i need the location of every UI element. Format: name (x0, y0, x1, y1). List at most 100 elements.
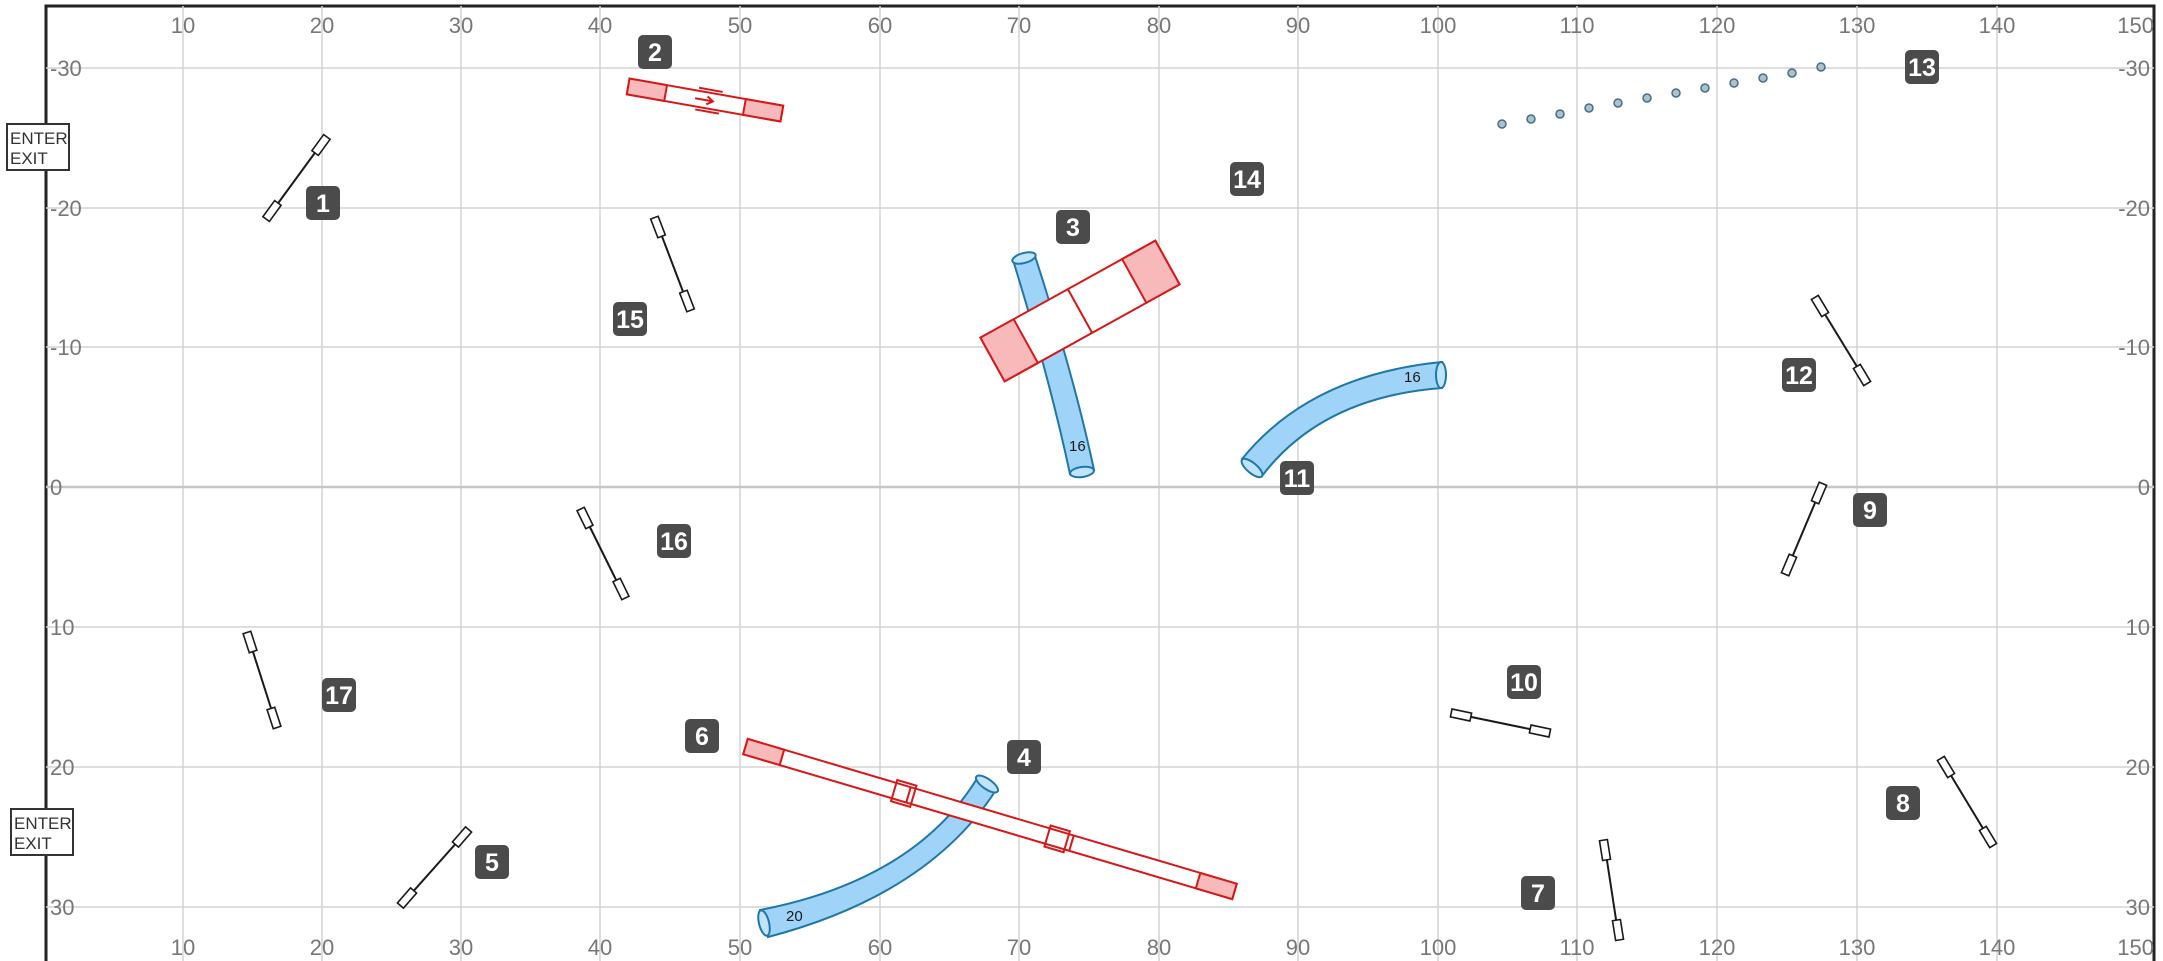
x-tick-label: 80 (1147, 13, 1171, 38)
number-marker: 17 (322, 678, 356, 712)
y-tick-label: -20 (2118, 196, 2150, 221)
number-marker: 6 (685, 719, 719, 753)
svg-text:7: 7 (1531, 880, 1545, 908)
y-tick-label: -20 (50, 196, 82, 221)
y-tick-label: -10 (50, 335, 82, 360)
svg-text:11: 11 (1284, 465, 1311, 493)
svg-text:3: 3 (1066, 214, 1080, 242)
svg-text:12: 12 (1785, 362, 1813, 390)
svg-text:14: 14 (1233, 166, 1261, 194)
x-tick-label: 60 (868, 13, 892, 38)
number-marker: 1 (306, 186, 340, 220)
number-marker: 14 (1230, 162, 1264, 196)
svg-text:4: 4 (1017, 744, 1031, 772)
x-tick-label: 150 (2117, 13, 2154, 38)
x-tick-label: 50 (728, 13, 752, 38)
x-tick-label: 100 (1420, 13, 1457, 38)
horizontal-grid (46, 67, 2154, 908)
jump-15 (649, 215, 696, 313)
jump-1 (261, 133, 332, 223)
svg-text:2: 2 (648, 39, 662, 67)
y-tick-label: 10 (2126, 615, 2150, 640)
x-tick-label: 30 (449, 13, 473, 38)
x-axis-bottom: 10 20 30 40 50 60 70 80 90 100 110 120 1… (171, 935, 2154, 960)
svg-text:16: 16 (660, 528, 688, 556)
number-marker: 15 (613, 302, 647, 336)
y-axis-right: -30 -20 -10 0 10 20 30 (2118, 56, 2150, 920)
svg-text:1: 1 (316, 190, 330, 218)
x-tick-label: 40 (588, 13, 612, 38)
x-tick-label: 110 (1559, 13, 1594, 38)
x-tick-label: 110 (1559, 935, 1594, 960)
seesaw-2 (625, 77, 785, 123)
enter-label: ENTER (14, 814, 72, 833)
y-tick-label: -30 (2118, 56, 2150, 81)
x-tick-label: 140 (1979, 935, 2016, 960)
number-marker: 4 (1007, 740, 1041, 774)
x-tick-label: 20 (310, 935, 334, 960)
svg-text:10: 10 (1510, 669, 1538, 697)
number-marker: 5 (475, 845, 509, 879)
jump-8 (1936, 755, 1998, 849)
tunnel-length-label: 20 (786, 908, 803, 925)
dog-walk-6 (741, 737, 1239, 901)
y-axis-left: -30 -20 -10 0 10 20 30 (50, 56, 82, 920)
jump-7 (1598, 838, 1625, 942)
number-marker: 3 (1056, 210, 1090, 244)
y-tick-label: 20 (2126, 755, 2150, 780)
svg-text:15: 15 (616, 306, 644, 334)
a-frame-3 (979, 239, 1181, 383)
jump-12 (1810, 294, 1872, 387)
tunnel-curved-4: 20 (757, 774, 1000, 939)
x-tick-label: 120 (1699, 13, 1736, 38)
svg-text:13: 13 (1908, 54, 1936, 82)
jump-16 (575, 506, 631, 601)
number-marker: 8 (1886, 786, 1920, 820)
svg-text:9: 9 (1863, 497, 1877, 525)
enter-exit-box-top: ENTER EXIT (6, 123, 70, 171)
x-tick-label: 40 (588, 935, 612, 960)
exit-label: EXIT (10, 149, 48, 168)
y-tick-label: 30 (2126, 895, 2150, 920)
x-tick-label: 20 (310, 13, 334, 38)
x-tick-label: 140 (1979, 13, 2016, 38)
number-marker: 11 (1280, 461, 1314, 495)
number-marker: 2 (638, 35, 672, 69)
number-marker: 13 (1905, 50, 1939, 84)
exit-label: EXIT (14, 834, 52, 853)
x-tick-label: 10 (171, 13, 195, 38)
svg-text:17: 17 (325, 682, 353, 710)
jump-17 (242, 630, 282, 730)
vertical-grid (182, 6, 1998, 961)
x-tick-label: 100 (1420, 935, 1457, 960)
x-tick-label: 70 (1007, 935, 1031, 960)
jump-9 (1780, 481, 1828, 577)
x-tick-label: 70 (1007, 13, 1031, 38)
svg-text:8: 8 (1896, 790, 1910, 818)
number-marker: 9 (1853, 493, 1887, 527)
x-tick-label: 90 (1286, 13, 1310, 38)
x-tick-label: 30 (449, 935, 473, 960)
weave-poles-13 (1497, 62, 1826, 129)
jump-5 (396, 825, 473, 910)
number-marker: 16 (657, 524, 691, 558)
x-tick-label: 80 (1147, 935, 1171, 960)
x-axis-top: 10 20 30 40 50 60 70 80 90 100 110 120 1… (171, 13, 2154, 38)
tunnel-length-label: 16 (1404, 369, 1421, 386)
y-tick-label: -30 (50, 56, 82, 81)
enter-label: ENTER (10, 129, 68, 148)
number-marker: 12 (1782, 358, 1816, 392)
tunnel-curved-11: 16 (1240, 360, 1447, 479)
number-marker: 10 (1507, 665, 1541, 699)
x-tick-label: 90 (1286, 935, 1310, 960)
y-tick-label: 0 (2138, 475, 2150, 500)
svg-text:6: 6 (695, 723, 709, 751)
course-border (44, 4, 2156, 961)
x-tick-label: 60 (868, 935, 892, 960)
enter-exit-box-bottom: ENTER EXIT (10, 808, 74, 856)
svg-text:5: 5 (485, 849, 499, 877)
y-tick-label: 0 (50, 475, 62, 500)
x-tick-label: 10 (171, 935, 195, 960)
y-tick-label: 10 (50, 615, 74, 640)
